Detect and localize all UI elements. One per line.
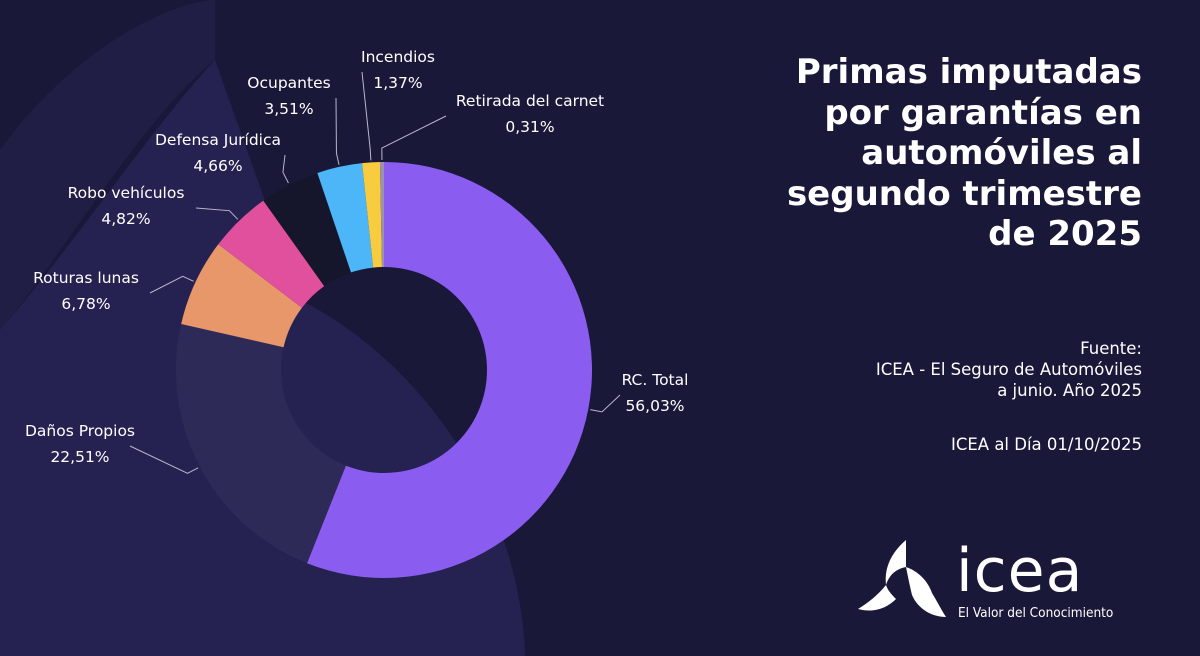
value-retirada-del-carnet: 0,31% <box>505 118 554 136</box>
slice-rc-total <box>306 162 592 578</box>
value-defensa-juridica: 4,66% <box>193 157 242 175</box>
value-robo-vehiculos: 4,82% <box>101 210 150 228</box>
label-defensa-juridica: Defensa Jurídica <box>155 131 281 149</box>
icea-logo-icon <box>858 540 946 617</box>
value-incendios: 1,37% <box>373 74 422 92</box>
source-block: Fuente: ICEA - El Seguro de Automóviles … <box>722 338 1142 401</box>
source-label: Fuente: <box>1080 339 1142 358</box>
value-rc-total: 56,03% <box>625 397 684 415</box>
leader-lines <box>129 71 621 474</box>
leader-robo-vehiculos <box>195 207 239 220</box>
label-ocupantes: Ocupantes <box>247 74 330 92</box>
publication-date: ICEA al Día 01/10/2025 <box>950 435 1142 454</box>
label-roturas-lunas: Roturas lunas <box>33 269 139 287</box>
value-danos-propios: 22,51% <box>50 448 109 466</box>
leader-defensa-juridica <box>282 154 289 184</box>
label-danos-propios: Daños Propios <box>25 422 135 440</box>
donut-slices <box>176 162 592 578</box>
value-ocupantes: 3,51% <box>264 100 313 118</box>
leader-roturas-lunas <box>149 275 194 294</box>
label-rc-total: RC. Total <box>622 371 689 389</box>
chart-title: Primas imputadas por garantías en automó… <box>786 52 1142 254</box>
leader-rc-total <box>590 394 621 413</box>
label-retirada-del-carnet: Retirada del carnet <box>456 92 604 110</box>
leader-retirada-del-carnet <box>381 115 447 161</box>
logo-wordmark: icea <box>956 536 1084 606</box>
source-text: ICEA - El Seguro de Automóviles a junio.… <box>875 360 1142 400</box>
leader-incendios <box>361 71 372 161</box>
leader-ocupantes <box>335 97 340 165</box>
label-robo-vehiculos: Robo vehículos <box>68 184 185 202</box>
logo-tagline: El Valor del Conocimiento <box>958 605 1114 621</box>
slice-labels: RC. Total 56,03% Daños Propios 22,51% Rotura… <box>25 48 688 466</box>
label-incendios: Incendios <box>361 48 435 66</box>
slice-ocupantes <box>317 163 374 273</box>
slice-retirada-del-carnet <box>379 162 384 268</box>
value-roturas-lunas: 6,78% <box>61 295 110 313</box>
slice-roturas-lunas <box>181 244 302 348</box>
slice-incendios <box>362 162 382 268</box>
slice-danos-propios <box>176 324 346 564</box>
slice-robo-vehiculos <box>218 200 325 308</box>
leader-danos-propios <box>129 445 199 474</box>
slice-defensa-juridica <box>263 172 352 287</box>
